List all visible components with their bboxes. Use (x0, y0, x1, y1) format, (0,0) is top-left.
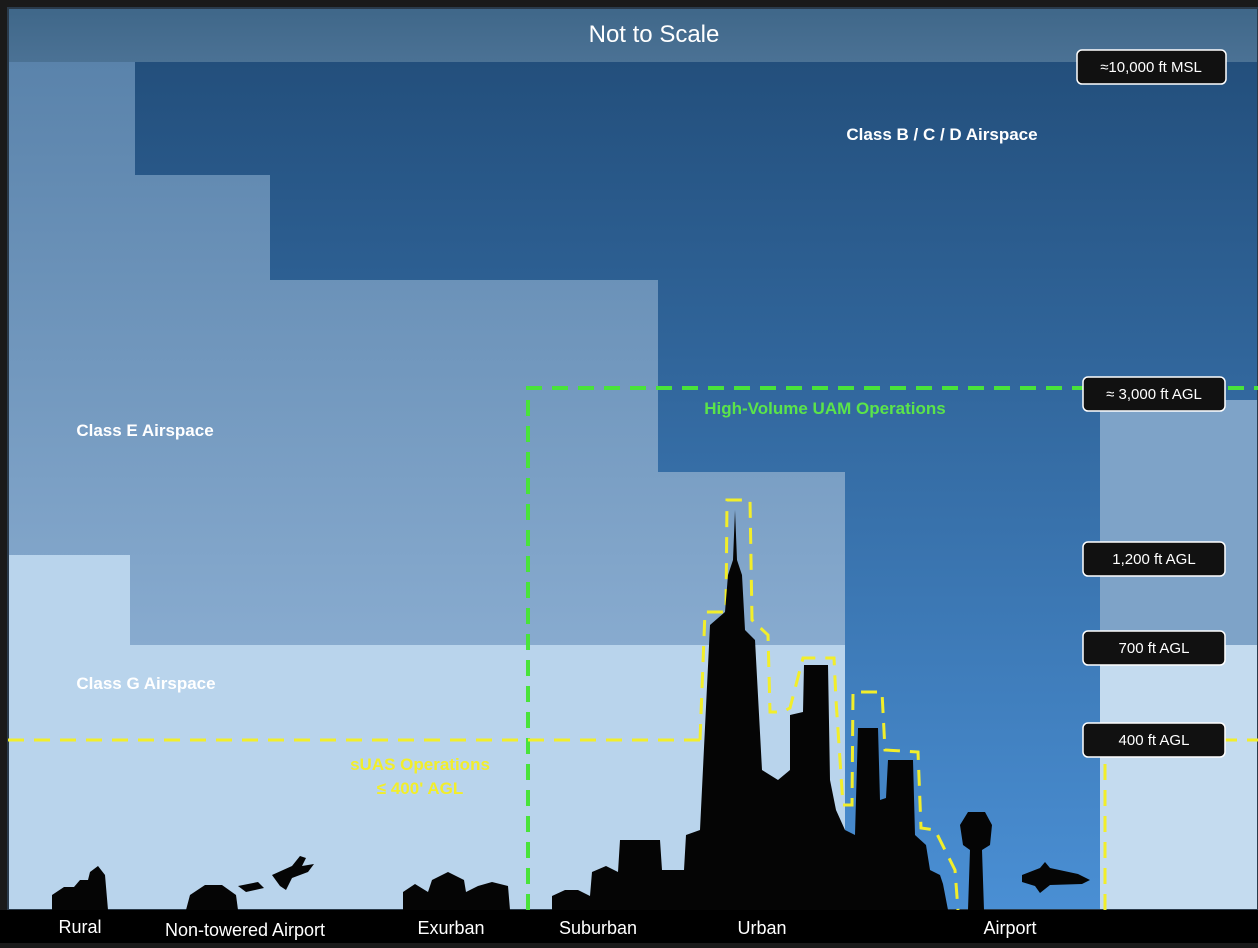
ground-label-urban: Urban (737, 918, 786, 938)
suas-operations-label-1: sUAS Operations (350, 755, 490, 774)
class-e-label: Class E Airspace (76, 421, 213, 440)
small-plane-1 (272, 856, 314, 890)
ground-label-non-towered-airport: Non-towered Airport (165, 920, 325, 940)
class-g-label: Class G Airspace (76, 674, 215, 693)
airliner (1022, 862, 1090, 893)
uam-boundary-line (526, 386, 1258, 910)
hangar (186, 885, 238, 910)
suas-operations-label-2: ≤ 400' AGL (377, 779, 463, 798)
exurban-houses (403, 872, 510, 910)
svg-text:≈10,000 ft MSL: ≈10,000 ft MSL (1100, 59, 1202, 76)
suas-building-outline (698, 498, 960, 911)
small-plane-2 (238, 882, 264, 892)
class-bcd-label: Class B / C / D Airspace (846, 125, 1037, 144)
altitude-label-400: 400 ft AGL (1082, 722, 1226, 758)
ground-label-suburban: Suburban (559, 918, 637, 938)
altitude-label-3000: ≈ 3,000 ft AGL (1082, 376, 1226, 412)
ground-label-exurban: Exurban (417, 918, 484, 938)
svg-text:≈ 3,000 ft AGL: ≈ 3,000 ft AGL (1106, 386, 1202, 403)
altitude-label-10000: ≈10,000 ft MSL (1076, 49, 1227, 85)
class-bcd-region (135, 62, 1258, 910)
svg-text:1,200 ft AGL: 1,200 ft AGL (1112, 551, 1195, 568)
altitude-label-1200: 1,200 ft AGL (1082, 541, 1226, 577)
uam-operations-label: High-Volume UAM Operations (704, 399, 945, 418)
svg-text:700 ft AGL: 700 ft AGL (1119, 640, 1190, 657)
tower-control (960, 812, 992, 910)
city-skyline (52, 510, 1090, 910)
ground-label-rural: Rural (58, 917, 101, 937)
altitude-label-700: 700 ft AGL (1082, 630, 1226, 666)
class-g-right-strip (1100, 645, 1258, 910)
ground-label-airport: Airport (983, 918, 1036, 938)
class-e-right-strip (1100, 400, 1258, 645)
ground-bar (0, 910, 1258, 943)
svg-text:400 ft AGL: 400 ft AGL (1119, 732, 1190, 749)
rural-buildings (52, 866, 108, 910)
diagram-title: Not to Scale (589, 21, 720, 48)
